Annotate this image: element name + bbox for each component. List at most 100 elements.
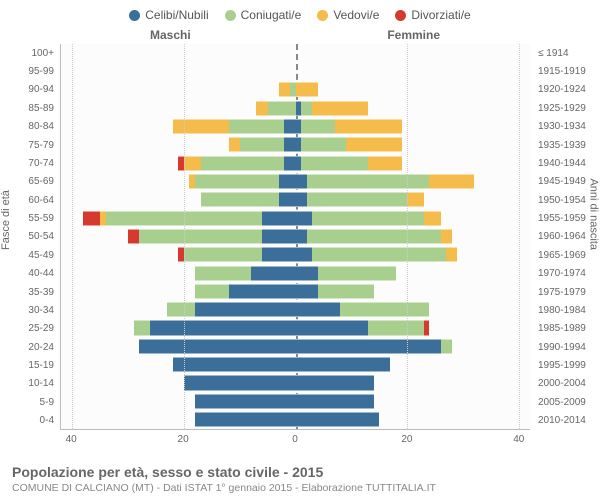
male-half [61, 319, 296, 337]
age-tick: 35-39 [0, 283, 58, 301]
pyramid-row [61, 209, 530, 227]
bar-segment [195, 284, 229, 299]
bar-segment [262, 229, 296, 244]
gridline [407, 44, 408, 429]
legend-item: Divorziati/e [395, 8, 470, 22]
bar-segment [173, 119, 229, 134]
bar-segment [195, 394, 296, 409]
male-half [61, 62, 296, 80]
bar-segment [262, 211, 296, 226]
bar-segment [335, 119, 402, 134]
gridline [519, 44, 520, 429]
bar-segment [296, 82, 318, 97]
bar-segment [346, 137, 402, 152]
pyramid-row [61, 301, 530, 319]
x-tick: 40 [66, 434, 77, 445]
age-tick: 45-49 [0, 246, 58, 264]
bar-segment [296, 302, 341, 317]
birth-tick: 2010-2014 [534, 412, 600, 430]
bar-segment [301, 101, 312, 116]
female-half [296, 44, 531, 62]
x-tick: 20 [178, 434, 189, 445]
legend-label: Divorziati/e [411, 8, 470, 22]
male-half [61, 117, 296, 135]
pyramid-row [61, 227, 530, 245]
age-tick: 0-4 [0, 412, 58, 430]
birth-tick: 2005-2009 [534, 393, 600, 411]
female-half [296, 264, 531, 282]
age-tick: 95-99 [0, 62, 58, 80]
bar-segment [139, 339, 295, 354]
bar-segment [268, 101, 296, 116]
legend-item: Vedovi/e [317, 8, 379, 22]
male-half [61, 154, 296, 172]
x-axis-ticks: 402002040 [60, 434, 530, 448]
pyramid-row [61, 356, 530, 374]
male-half [61, 337, 296, 355]
pyramid-row [61, 319, 530, 337]
bar-segment [424, 211, 441, 226]
bar-segment [301, 119, 335, 134]
bar-segment [279, 174, 296, 189]
age-tick: 65-69 [0, 173, 58, 191]
birth-tick: 1945-1949 [534, 173, 600, 191]
bar-segment [296, 229, 307, 244]
birth-tick: ≤ 1914 [534, 44, 600, 62]
age-tick: 5-9 [0, 393, 58, 411]
age-tick: 85-89 [0, 99, 58, 117]
male-heading: Maschi [150, 28, 191, 42]
legend-label: Vedovi/e [333, 8, 379, 22]
bar-segment [229, 119, 285, 134]
female-half [296, 136, 531, 154]
bar-segment [301, 137, 346, 152]
bar-segment [318, 266, 396, 281]
bar-segment [229, 137, 240, 152]
pyramid-row [61, 374, 530, 392]
bar-segment [368, 320, 424, 335]
bar-segment [195, 302, 296, 317]
birth-tick: 1920-1924 [534, 81, 600, 99]
bar-segment [284, 156, 295, 171]
pyramid-row [61, 191, 530, 209]
birth-tick: 1990-1994 [534, 338, 600, 356]
pyramid-row [61, 246, 530, 264]
legend-item: Coniugati/e [225, 8, 302, 22]
bar-segment [296, 174, 307, 189]
birth-tick: 1940-1944 [534, 154, 600, 172]
bar-segment [173, 357, 296, 372]
pyramid-row [61, 117, 530, 135]
bar-segment [296, 375, 374, 390]
bar-segment [307, 192, 408, 207]
male-half [61, 356, 296, 374]
female-half [296, 246, 531, 264]
female-half [296, 172, 531, 190]
male-half [61, 227, 296, 245]
male-half [61, 172, 296, 190]
birth-tick: 1930-1934 [534, 118, 600, 136]
gridline [72, 44, 73, 429]
male-half [61, 209, 296, 227]
y-axis-left: 100+95-9990-9485-8980-8475-7970-7465-696… [0, 44, 58, 430]
bar-segment [296, 266, 318, 281]
bar-segment [279, 82, 290, 97]
pyramid-row [61, 81, 530, 99]
age-tick: 40-44 [0, 265, 58, 283]
bar-segment [296, 192, 307, 207]
bar-segment [307, 174, 430, 189]
bar-segment [441, 339, 452, 354]
birth-tick: 1965-1969 [534, 246, 600, 264]
pyramid-row [61, 136, 530, 154]
male-half [61, 264, 296, 282]
female-half [296, 81, 531, 99]
bar-segment [296, 394, 374, 409]
bar-segment [296, 247, 313, 262]
legend: Celibi/NubiliConiugati/eVedovi/eDivorzia… [0, 0, 600, 24]
bar-segment [184, 375, 296, 390]
y-axis-right: ≤ 19141915-19191920-19241925-19291930-19… [534, 44, 600, 430]
female-heading: Femmine [387, 28, 440, 42]
birth-tick: 1960-1964 [534, 228, 600, 246]
bar-segment [312, 247, 446, 262]
female-half [296, 374, 531, 392]
bar-rows [61, 44, 530, 429]
legend-label: Coniugati/e [241, 8, 302, 22]
